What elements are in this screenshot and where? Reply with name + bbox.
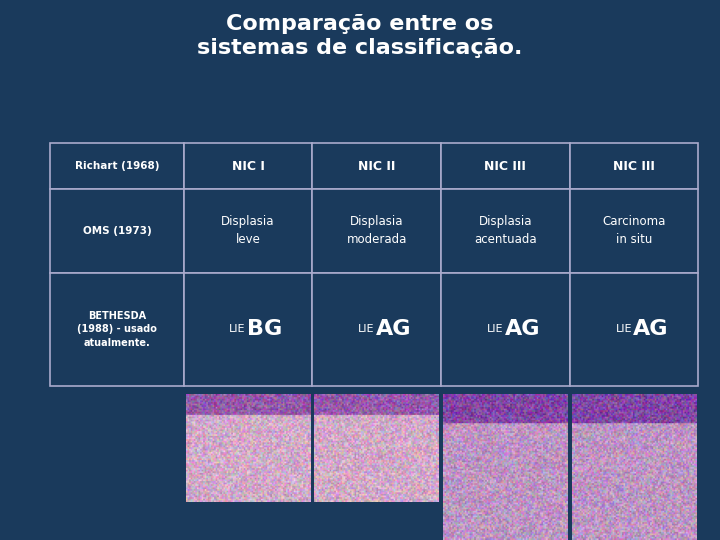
Bar [184, 273, 312, 386]
Text: LIE: LIE [358, 325, 374, 334]
Bar [570, 273, 698, 386]
Bar [312, 189, 441, 273]
Bar [441, 143, 570, 189]
Text: Displasia
acentuada: Displasia acentuada [474, 215, 536, 246]
Text: Carcinoma
in situ: Carcinoma in situ [603, 215, 666, 246]
Text: NIC III: NIC III [485, 159, 526, 173]
Text: LIE: LIE [616, 325, 632, 334]
Text: LIE: LIE [487, 325, 503, 334]
Bar [312, 143, 441, 189]
Text: NIC III: NIC III [613, 159, 655, 173]
Text: OMS (1973): OMS (1973) [83, 226, 151, 236]
Text: NIC I: NIC I [232, 159, 264, 173]
Text: AG: AG [376, 319, 411, 340]
Text: BG: BG [247, 319, 282, 340]
Text: Comparação entre os
sistemas de classificação.: Comparação entre os sistemas de classifi… [197, 14, 523, 58]
Bar [570, 143, 698, 189]
Bar [50, 143, 184, 189]
Text: AG: AG [505, 319, 540, 340]
Bar [312, 273, 441, 386]
Bar [50, 189, 184, 273]
Bar [441, 189, 570, 273]
Text: NIC II: NIC II [358, 159, 395, 173]
Bar [184, 143, 312, 189]
Text: Displasia
leve: Displasia leve [221, 215, 275, 246]
Text: Displasia
moderada: Displasia moderada [346, 215, 407, 246]
Text: Richart (1968): Richart (1968) [75, 161, 159, 171]
Bar [184, 189, 312, 273]
Text: AG: AG [634, 319, 669, 340]
Bar [50, 273, 184, 386]
Text: LIE: LIE [229, 325, 246, 334]
Bar [570, 189, 698, 273]
Bar [441, 273, 570, 386]
Text: BETHESDA
(1988) - usado
atualmente.: BETHESDA (1988) - usado atualmente. [77, 311, 157, 348]
